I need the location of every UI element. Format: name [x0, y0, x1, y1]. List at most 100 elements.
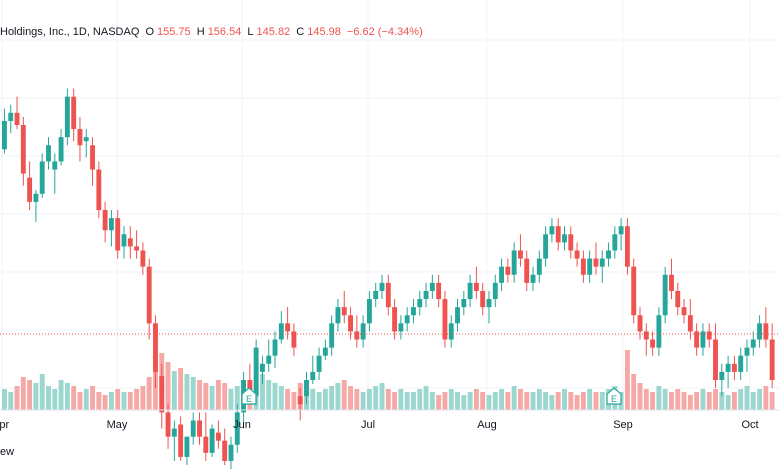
candle-body: [134, 246, 140, 251]
earnings-badge[interactable]: [241, 387, 257, 405]
candle-body: [33, 193, 39, 202]
x-tick-label: Jun: [233, 419, 251, 431]
candle-body: [480, 290, 486, 308]
candle-body: [442, 299, 448, 340]
candle-body: [543, 234, 549, 259]
high-label: H: [196, 26, 205, 38]
candle-body: [140, 250, 146, 267]
candle-body: [549, 226, 555, 235]
earnings-letter: E: [246, 394, 252, 404]
candle-body: [266, 355, 272, 364]
candle-body: [524, 258, 530, 283]
volume-bar: [14, 386, 20, 410]
volume-bar: [27, 380, 33, 410]
candle-body: [750, 339, 756, 348]
volume-bar: [108, 392, 114, 410]
candle-body: [102, 210, 108, 231]
earnings-marker[interactable]: E: [606, 387, 622, 405]
volume-bar: [146, 377, 152, 410]
volume-bar: [442, 392, 448, 410]
volume-bar: [511, 386, 517, 410]
candle-body: [518, 250, 523, 259]
candle-body: [64, 96, 70, 138]
candle-body: [618, 226, 624, 235]
volume-bar: [322, 389, 328, 410]
volume-bar: [423, 386, 429, 410]
candle-body: [316, 355, 322, 372]
candle-body: [669, 274, 674, 291]
earnings-marker[interactable]: E: [241, 387, 257, 405]
volume-bar: [392, 392, 398, 410]
candle-body: [530, 274, 536, 283]
volume-bar: [329, 386, 335, 410]
volume-bar: [568, 392, 574, 410]
candle-body: [58, 137, 64, 162]
volume-bar: [580, 392, 586, 410]
volume-bar: [624, 350, 630, 410]
candle-body: [429, 282, 435, 291]
candle-body: [253, 347, 259, 397]
volume-bar: [140, 386, 146, 410]
candle-body: [606, 250, 611, 259]
volume-bar: [178, 368, 184, 410]
candle-body: [574, 250, 580, 259]
change-value: −6.62 (−4.34%): [346, 26, 423, 38]
low-value: 145.82: [256, 26, 291, 38]
candle-body: [763, 323, 769, 340]
open-value: 155.75: [157, 26, 191, 38]
volume-bar: [8, 392, 14, 410]
x-tick-label: Oct: [741, 419, 758, 431]
volume-bar: [744, 386, 750, 410]
volume-bar: [643, 389, 649, 410]
volume-bar: [184, 374, 190, 410]
volume-bar: [71, 386, 77, 410]
candle-body: [77, 129, 83, 146]
volume-bar: [335, 383, 341, 410]
x-tick-label: May: [107, 419, 128, 431]
candle-body: [580, 258, 586, 275]
volume-bar: [461, 395, 467, 410]
candle-body: [272, 339, 278, 356]
candle-body: [322, 347, 328, 356]
candle-body: [71, 96, 77, 130]
volume-bar: [266, 380, 272, 410]
candle-body: [184, 436, 190, 457]
candle-body: [568, 234, 574, 251]
candle-body: [492, 282, 498, 300]
candle-body: [121, 234, 127, 247]
candle-body: [650, 339, 656, 348]
candle-body: [83, 137, 89, 142]
candle-body: [14, 112, 20, 125]
volume-bar: [593, 392, 599, 410]
volume-bar: [404, 392, 410, 410]
candle-body: [599, 258, 605, 267]
volume-bar: [398, 389, 404, 410]
candle-body: [222, 440, 228, 461]
volume-bar: [366, 389, 372, 410]
candle-body: [637, 315, 643, 332]
candle-body: [448, 323, 454, 340]
volume-bar: [750, 392, 756, 410]
volume-bar: [278, 386, 284, 410]
x-tick-label: Sep: [613, 419, 633, 431]
candle-body: [234, 412, 240, 445]
x-tick-label: Jul: [361, 419, 375, 431]
candle-body: [379, 282, 385, 291]
candle-body: [769, 339, 775, 380]
candle-body: [593, 258, 599, 267]
volume-bar: [719, 392, 725, 410]
volume-bar: [121, 392, 127, 410]
earnings-badge[interactable]: [606, 387, 622, 405]
volume-bar: [64, 383, 70, 410]
candle-body: [20, 125, 26, 174]
volume-bar: [222, 383, 228, 410]
candle-body: [46, 145, 51, 162]
volume-bar: [448, 389, 454, 410]
candle-body: [27, 177, 33, 202]
candle-body: [499, 266, 505, 283]
candle-body: [411, 307, 416, 316]
volume-bar: [190, 377, 196, 410]
candle-body: [631, 266, 637, 316]
